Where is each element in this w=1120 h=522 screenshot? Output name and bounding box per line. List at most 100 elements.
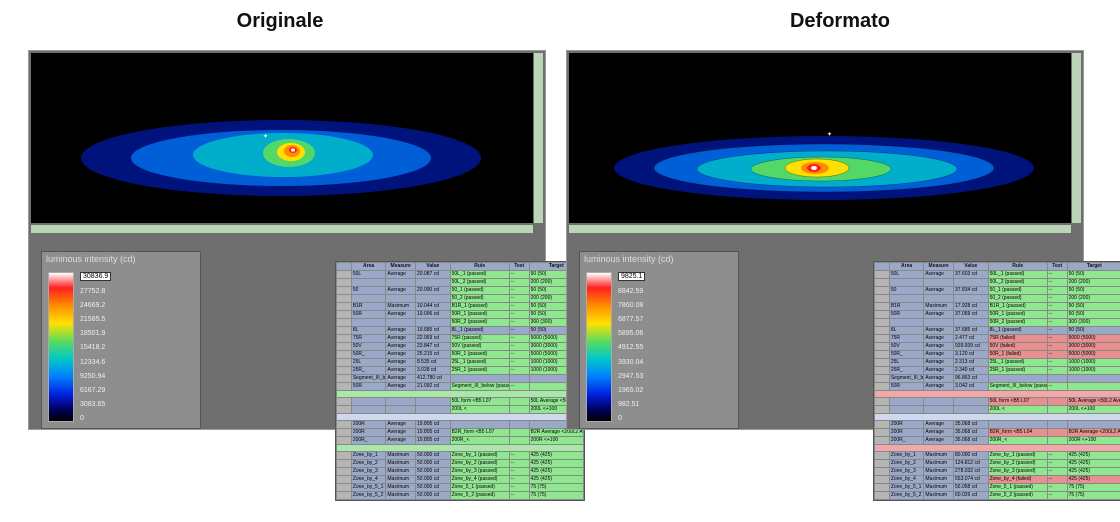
scrollbar-horizontal[interactable] (569, 225, 1071, 233)
table-cell: Average (386, 343, 416, 351)
table-cell (509, 421, 529, 429)
table-cell: 50_1 (passed) (450, 287, 509, 295)
table-cell: 124.812 cd (954, 460, 989, 468)
table-cell: 50L form <B5 L07 (988, 398, 1047, 406)
data-window-right[interactable]: AreaMeasureValueRuleTestTarget 50LAverag… (873, 261, 1120, 501)
table-cell: -- (509, 271, 529, 279)
table-cell: 50_2 (passed) (450, 295, 509, 303)
table-cell: Zone_by_4 (passed) (450, 476, 509, 484)
table-row (337, 445, 584, 452)
table-cell: Average (924, 429, 954, 437)
table-cell: 300 (300) (1067, 319, 1120, 327)
table-cell (924, 398, 954, 406)
table-cell: 25L (351, 359, 386, 367)
data-window-left[interactable]: AreaMeasureValueRuleTestTarget 50LAverag… (335, 261, 585, 501)
table-cell: -- (509, 383, 529, 391)
table-row: 50L_2 (passed)--200 (200) (337, 279, 584, 287)
table-cell (875, 343, 890, 351)
table-cell: 553.074 cd (954, 476, 989, 484)
table-cell: 200R <+100 (1067, 437, 1120, 445)
colorbar-labels-right: 9825.18842.597860.086877.575895.064912.5… (618, 272, 645, 422)
table-cell: 50 (50) (1067, 327, 1120, 335)
scrollbar-vertical[interactable] (534, 53, 543, 223)
table-row: 50RAverage19.096 cd50R_1 (passed)--50 (5… (337, 311, 584, 319)
table-cell (1067, 421, 1120, 429)
table-cell (509, 406, 529, 414)
table-cell: Average (924, 351, 954, 359)
table-header-cell: Target (1067, 263, 1120, 271)
panel-originale: ✦ luminous intensity (cd) 30836.927752.8… (28, 50, 546, 430)
table-cell: 75 (75) (1067, 484, 1120, 492)
table-cell (1067, 383, 1120, 391)
table-cell: Maximum (386, 484, 416, 492)
table-cell: -- (509, 311, 529, 319)
table-separator (337, 391, 584, 398)
table-cell: -- (1047, 303, 1067, 311)
table-cell: -- (1047, 271, 1067, 279)
table-row (875, 445, 1120, 452)
table-cell (337, 492, 352, 500)
table-cell: Zone_by_1 (889, 452, 924, 460)
table-cell: 50R_2 (passed) (988, 319, 1047, 327)
table-cell: 50 (889, 287, 924, 295)
table-cell: Average (924, 327, 954, 335)
table-cell (337, 351, 352, 359)
table-cell (875, 406, 890, 414)
table-row (875, 391, 1120, 398)
table-header-cell: Rule (988, 263, 1047, 271)
table-cell: 50.000 cd (416, 484, 451, 492)
table-cell: 50_1 (passed) (988, 287, 1047, 295)
table-cell (875, 476, 890, 484)
table-row: B1RMaximum17.928 cdB1R_1 (passed)--50 (5… (875, 303, 1120, 311)
table-cell: Maximum (924, 303, 954, 311)
table-cell: 1000 (1000) (1067, 367, 1120, 375)
table-cell: B2R Average <200L2 Average +2000 Average (1067, 429, 1120, 437)
table-cell: 50 (50) (1067, 271, 1120, 279)
table-cell: 3.028 cd (416, 367, 451, 375)
table-cell (875, 327, 890, 335)
table-cell: -- (1047, 295, 1067, 303)
table-cell: Average (924, 271, 954, 279)
table-cell: B1R (351, 303, 386, 311)
table-cell: 50R (351, 311, 386, 319)
table-cell: -- (1047, 476, 1067, 484)
table-cell (1047, 421, 1067, 429)
table-cell (875, 375, 890, 383)
table-row: 75RAverage22.069 cd75R (passed)--5000 (5… (337, 335, 584, 343)
table-row: 8LAverage37.685 cd8L_1 (passed)--50 (50) (875, 327, 1120, 335)
table-cell: 939.939 cd (954, 343, 989, 351)
table-cell: 25L_1 (passed) (988, 359, 1047, 367)
table-row: 8LAverage19.685 cd8L_1 (passed)--50 (50) (337, 327, 584, 335)
scrollbar-horizontal[interactable] (31, 225, 533, 233)
table-cell: 50.000 cd (416, 476, 451, 484)
table-cell (337, 295, 352, 303)
table-cell: 200R (351, 429, 386, 437)
table-cell: 25R_ (889, 367, 924, 375)
table-cell: 412.780 cd (416, 375, 451, 383)
table-cell: 25.215 cd (416, 351, 451, 359)
table-cell (1047, 437, 1067, 445)
table-cell (509, 437, 529, 445)
table-cell: 200R (351, 421, 386, 429)
table-cell (889, 295, 924, 303)
table-row: Zone_by_2Maximum50.000 cdZone_by_2 (pass… (337, 460, 584, 468)
heatmap-viewport-left[interactable]: ✦ (31, 53, 533, 223)
table-cell: 19.096 cd (416, 311, 451, 319)
table-cell (337, 468, 352, 476)
table-header-cell: Value (954, 263, 989, 271)
table-cell (889, 406, 924, 414)
table-cell: Average (386, 351, 416, 359)
table-cell: 19.685 cd (416, 327, 451, 335)
table-header-cell (875, 263, 890, 271)
table-cell: 35.068 cd (954, 421, 989, 429)
table-cell: -- (1047, 359, 1067, 367)
colorbar-tick: 30836.9 (80, 272, 111, 281)
table-cell: 50R (889, 311, 924, 319)
table-cell (875, 468, 890, 476)
scrollbar-vertical[interactable] (1072, 53, 1081, 223)
table-cell: 22.069 cd (416, 335, 451, 343)
table-cell (954, 398, 989, 406)
legend-title: luminous intensity (cd) (42, 252, 200, 266)
table-cell: Average (386, 421, 416, 429)
heatmap-viewport-right[interactable]: ✦ (569, 53, 1071, 223)
